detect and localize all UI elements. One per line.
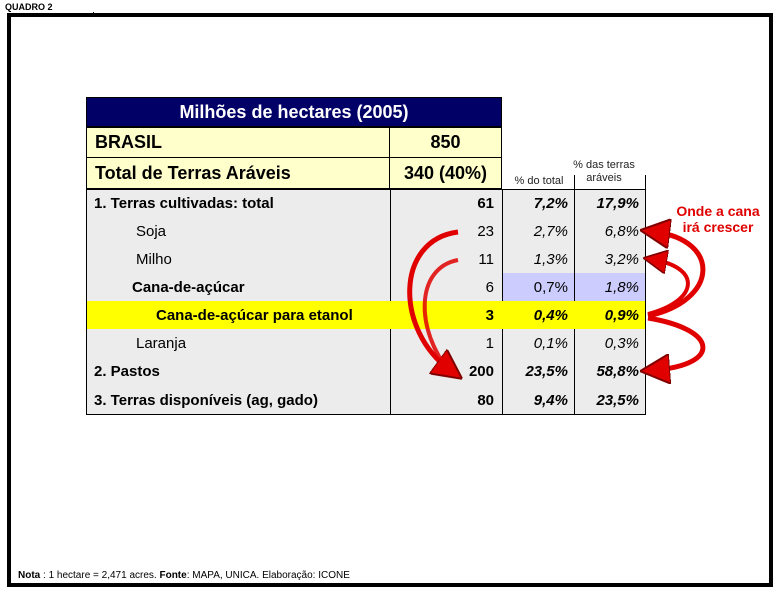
footnote-nota-text: : 1 hectare = 2,471 acres. [40,570,160,581]
highlight-cell [503,273,574,301]
quadro-label: QUADRO 2 [5,2,53,12]
row-value: 23 [477,222,494,240]
row-label: Cana-de-açúcar para etanol [156,306,353,324]
arrow-etanol-to-milho [648,260,690,316]
row-pct-araveis: 3,2% [604,250,639,268]
footnote: Nota : 1 hectare = 2,471 acres. Fonte: M… [18,570,350,581]
callout-text: Onde a cana irá crescer [668,203,768,235]
row-label: 3. Terras disponíveis (ag, gado) [94,392,318,409]
row-label: Cana-de-açúcar [132,278,245,296]
arrow-etanol-to-pastos [648,315,706,370]
row-pct-araveis: 0,9% [604,306,639,324]
callout-line1: Onde a cana [676,203,760,219]
divider [645,175,646,415]
row-pct-araveis: 23,5% [596,392,639,409]
table-title: Milhões de hectares (2005) [86,97,502,127]
arrow-soja-to-pastos [407,229,458,370]
row-pct-total: 0,7% [533,278,568,296]
row-label: 1. Terras cultivadas: total [94,194,274,212]
highlight-cell [575,273,645,301]
col-header-pct-total: % do total [514,175,564,187]
row-label: Soja [136,222,167,240]
row-pct-total: 9,4% [533,392,568,409]
col-header-pct-araveis: % das terras aráveis [562,159,646,185]
col-header-pct-araveis-line2: aráveis [586,172,622,184]
callout-line2: irá crescer [682,219,754,235]
row-value: 61 [477,194,494,212]
row-value: 6 [485,278,494,296]
arrow-etanol-to-soja [648,232,706,319]
row-pct-araveis: 1,8% [604,278,639,296]
row-value: 1 [485,334,494,352]
row-value: 11 [478,250,494,268]
row-pct-araveis: 17,9% [596,194,639,212]
row-pct-total: 2,7% [533,222,568,240]
arrow-milho-to-pastos [422,258,459,374]
highlight-row [87,301,645,329]
row-pct-total: 23,5% [525,363,568,380]
footnote-nota-label: Nota [18,570,41,581]
row-label: Milho [136,250,172,268]
row-value: 3 [485,306,494,324]
row-pct-total: 0,1% [533,334,568,352]
divider [574,175,575,415]
footnote-fonte-text: : MAPA, UNICA. Elaboração: ICONE [186,570,350,581]
row-label: 2. Pastos [94,363,160,380]
brasil-value: 850 [390,127,502,158]
row-pct-total: 0,4% [533,306,568,324]
row-pct-araveis: 6,8% [604,222,639,240]
total-value: 340 (40%) [390,158,502,189]
total-label: Total de Terras Aráveis [86,158,390,189]
brasil-label: BRASIL [86,127,390,158]
row-pct-araveis: 0,3% [604,334,639,352]
row-value: 80 [477,392,494,409]
row-pct-total: 7,2% [533,194,568,212]
row-value: 200 [468,363,494,380]
col-header-pct-araveis-line1: % das terras [573,159,635,171]
footnote-fonte-label: Fonte [159,570,187,581]
row-label: Laranja [136,334,187,352]
row-pct-araveis: 58,8% [596,363,639,380]
row-pct-total: 1,3% [533,250,568,268]
